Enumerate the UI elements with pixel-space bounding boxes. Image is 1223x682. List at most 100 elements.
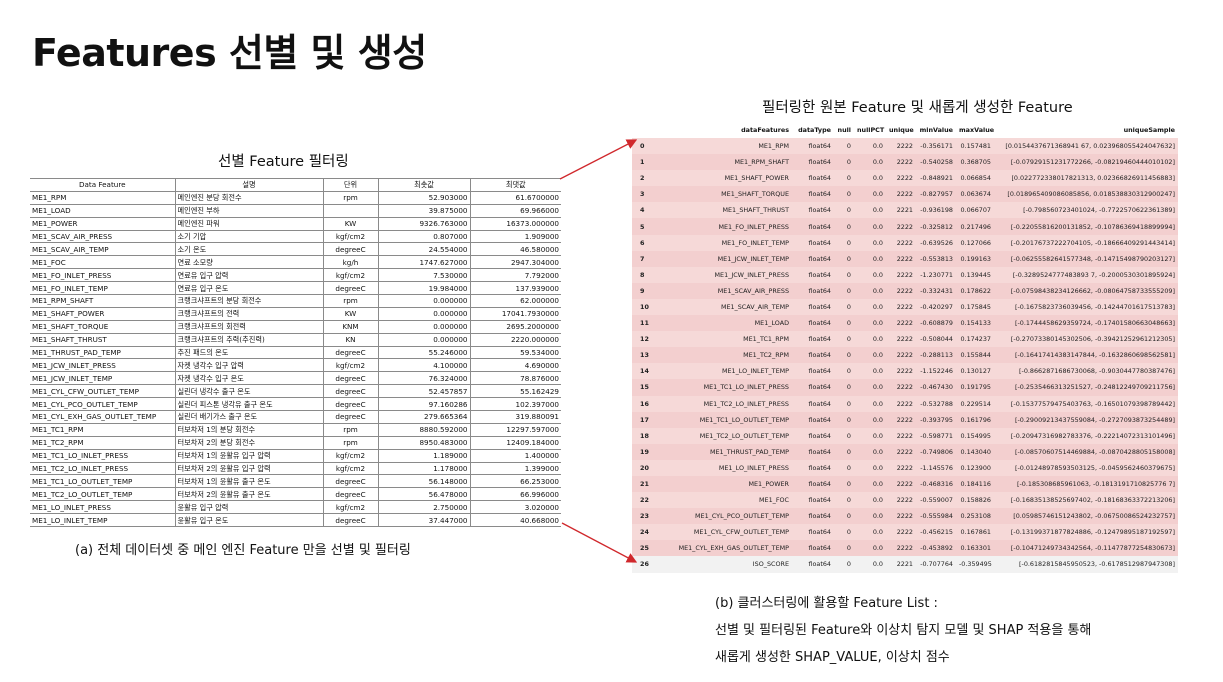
table-cell: 2222 — [886, 250, 916, 267]
table-cell: 크랭크샤프트의 분당 회전수 — [174, 294, 323, 308]
table-cell: 0 — [834, 475, 854, 493]
table-cell: float64 — [792, 395, 834, 412]
table-row: ME1_JCW_INLET_TEMP 자켓 냉각수 입구 온도 degreeC 76.… — [30, 371, 561, 386]
row-index: 4 — [632, 202, 650, 219]
table-row: 10 ME1_SCAV_AIR_TEMP float64 0 0.0 2222 -0.420… — [632, 298, 1178, 316]
table-row: ME1_TC1_LO_OUTLET_TEMP 터보차저 1의 윤활유 출구 온도 d… — [30, 474, 561, 489]
table-cell: 0.154133 — [956, 315, 994, 332]
table-cell: 0.063674 — [956, 186, 994, 203]
table-row: ME1_TC2_RPM 터보차저 2의 분당 회전수 rpm 8950.483000 1… — [30, 436, 561, 450]
table-cell: 39.875000 — [377, 204, 470, 218]
table-cell: -0.453892 — [916, 540, 956, 557]
table-cell: 0.0 — [854, 459, 886, 476]
table-cell: -0.559007 — [916, 492, 956, 509]
row-index: 22 — [632, 492, 650, 509]
table-cell: 2222 — [886, 540, 916, 557]
table-cell: ME1_SCAV_AIR_PRESS — [650, 282, 792, 299]
table-cell: -0.508044 — [916, 331, 956, 348]
table-cell: 52.457857 — [377, 384, 470, 399]
table-row: 8 ME1_JCW_INLET_PRESS float64 0 0.0 2222 -1.23… — [632, 266, 1178, 283]
table-cell: float64 — [792, 315, 834, 332]
table-cell: -0.420297 — [916, 298, 956, 316]
table-cell: 137.939000 — [469, 281, 561, 296]
row-index: 24 — [632, 524, 650, 541]
table-cell: float64 — [792, 459, 834, 476]
table-cell: 2222 — [886, 475, 916, 493]
table-cell: 터보차저 2의 윤활유 입구 압력 — [174, 462, 323, 476]
table-cell: [-0.20947316982783376, -0.22214072313101… — [994, 427, 1178, 444]
table-cell: ME1_POWER — [30, 217, 175, 231]
table-cell: 0 — [834, 347, 854, 364]
table-cell: 0.155844 — [956, 347, 994, 364]
table-cell: ME1_JCW_INLET_TEMP — [650, 250, 792, 267]
table-cell: -0.468316 — [916, 475, 956, 493]
table-cell: float64 — [792, 508, 834, 525]
table-cell: 크랭크샤프트의 회전력 — [174, 320, 323, 334]
table-cell: 2.750000 — [377, 500, 470, 515]
table-row: ME1_LOAD 메인엔진 부하 39.875000 69.966000 — [30, 204, 561, 218]
table-cell: 12409.184000 — [469, 436, 561, 450]
table-cell: 1.178000 — [377, 462, 470, 476]
row-index: 16 — [632, 395, 650, 412]
table-cell: 16373.000000 — [469, 217, 561, 231]
table-cell: 터보차저 1의 분당 회전수 — [174, 423, 323, 437]
row-index: 9 — [632, 282, 650, 299]
right-column-header: dataFeatures — [741, 126, 789, 134]
table-cell: 0.0 — [854, 218, 886, 235]
table-cell: 소기 온도 — [174, 242, 323, 257]
table-cell: 0 — [834, 218, 854, 235]
page-title: Features 선별 및 생성 — [32, 31, 427, 75]
table-cell: -0.288113 — [916, 347, 956, 364]
table-row: ME1_POWER 메인엔진 파워 KW 9326.763000 16373.00000… — [30, 217, 561, 231]
table-cell: 0.139445 — [956, 266, 994, 283]
right-caption-line: 선별 및 필터링된 Feature와 이상치 탐지 모델 및 SHAP 적용을 … — [715, 623, 1092, 638]
table-cell: 102.397000 — [469, 397, 561, 412]
table-cell: 0 — [834, 427, 854, 444]
table-cell: 1.399000 — [469, 462, 561, 476]
table-cell: -0.540258 — [916, 154, 956, 171]
arrow-bottom — [561, 522, 638, 563]
table-cell: 0 — [834, 266, 854, 283]
table-row: 22 ME1_FOC float64 0 0.0 2222 -0.559007 0.15882… — [632, 492, 1178, 509]
table-cell: 0 — [834, 395, 854, 412]
table-cell: 2222 — [886, 492, 916, 509]
table-cell: -0.639526 — [916, 234, 956, 251]
table-cell: float64 — [792, 154, 834, 171]
row-index: 10 — [632, 298, 650, 316]
table-cell: 터보차저 1의 윤활유 출구 온도 — [174, 474, 323, 489]
table-row: ME1_TC2_LO_INLET_PRESS 터보차저 2의 윤활유 입구 압력 k… — [30, 462, 561, 476]
feature-list-table: dataFeatures dataType null nullPCT unique min… — [632, 122, 1178, 573]
table-cell: 62.000000 — [469, 294, 561, 308]
table-cell: ME1_SHAFT_POWER — [30, 307, 175, 321]
table-cell: 0.0 — [854, 234, 886, 251]
row-index: 5 — [632, 218, 650, 235]
table-cell: 2222 — [886, 443, 916, 460]
table-cell: 2222 — [886, 363, 916, 380]
table-row: 19 ME1_THRUST_PAD_TEMP float64 0 0.0 2222 -0.7… — [632, 443, 1178, 460]
table-cell: 0.0 — [854, 170, 886, 187]
row-index: 15 — [632, 379, 650, 396]
table-cell: 터보차저 1의 윤활유 입구 압력 — [174, 449, 323, 463]
table-row: ME1_SHAFT_POWER 크랭크샤프트의 전력 KW 0.000000 17041… — [30, 307, 561, 321]
right-column-header — [632, 122, 650, 138]
table-cell: 연료 소모량 — [174, 255, 323, 270]
table-cell: 2222 — [886, 347, 916, 364]
table-cell: [-0.29009213437559084, -0.27270938732544… — [994, 411, 1178, 428]
table-cell: 0.0 — [854, 186, 886, 203]
table-cell: ME1_LO_INLET_TEMP — [30, 513, 175, 528]
row-index: 7 — [632, 250, 650, 267]
table-cell: ME1_SCAV_AIR_TEMP — [650, 298, 792, 316]
table-cell: 0 — [834, 315, 854, 332]
table-cell: 0 — [834, 556, 854, 573]
table-cell: ME1_CYL_CFW_OUTLET_TEMP — [650, 524, 792, 541]
row-index: 12 — [632, 331, 650, 348]
table-cell: float64 — [792, 234, 834, 251]
table-cell: 0.0 — [854, 379, 886, 396]
left-column-header: 설명 — [174, 178, 323, 192]
row-index: 19 — [632, 443, 650, 460]
table-row: 13 ME1_TC2_RPM float64 0 0.0 2222 -0.288113 0.1… — [632, 347, 1178, 364]
table-cell: 66.253000 — [469, 474, 561, 489]
table-cell: ME1_LOAD — [30, 204, 175, 218]
table-cell: 0.368705 — [956, 154, 994, 171]
feature-selection-table: Data Feature 설명 단위 최솟값 최댓값 ME1_RPM 메인엔진 분당 회전… — [30, 178, 561, 528]
